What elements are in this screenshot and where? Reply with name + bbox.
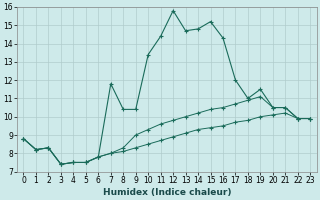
X-axis label: Humidex (Indice chaleur): Humidex (Indice chaleur) [103, 188, 231, 197]
